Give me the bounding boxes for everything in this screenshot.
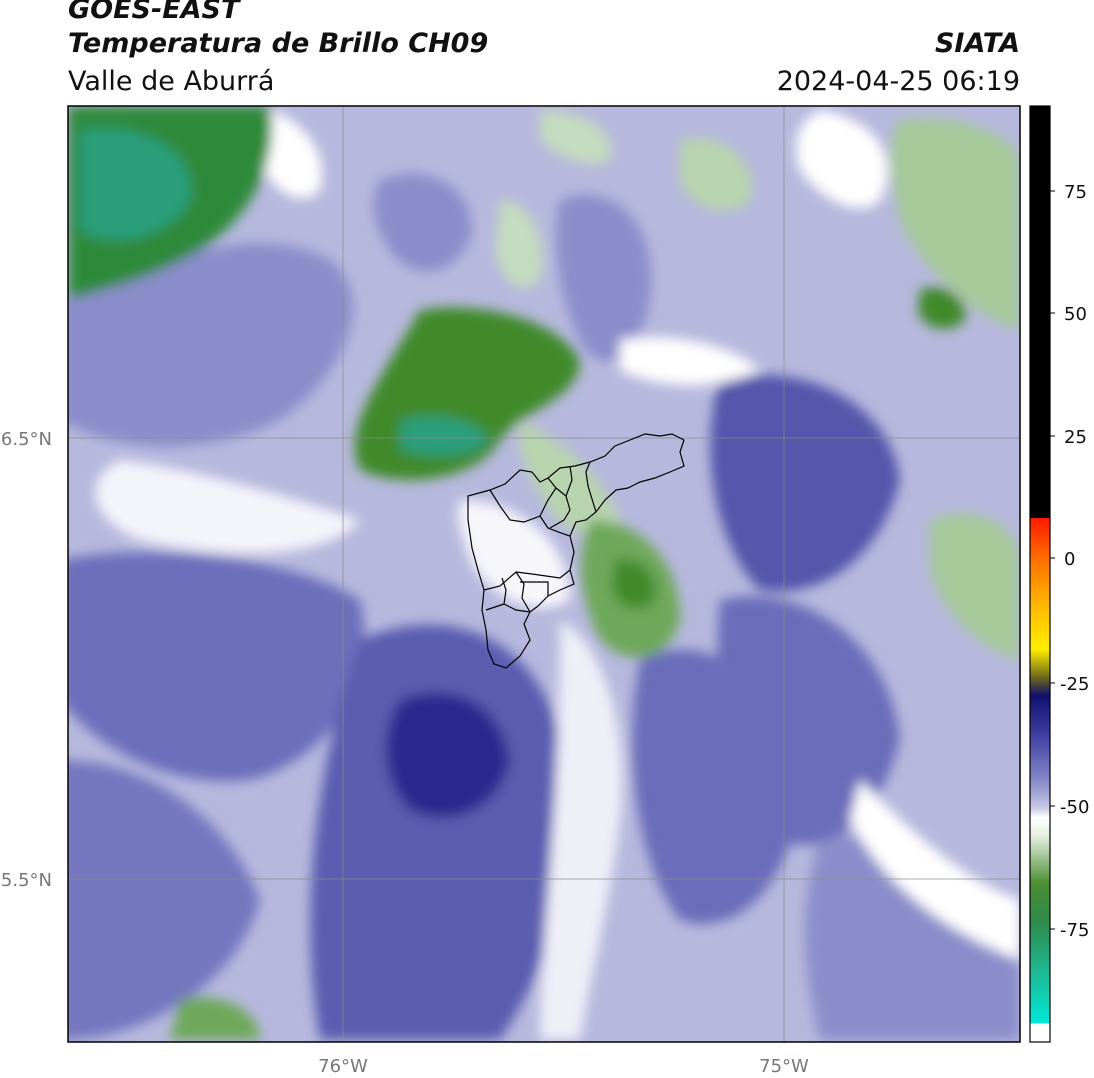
municipal-boundaries (467, 433, 685, 669)
colorbar-frame (1029, 105, 1051, 1043)
map-frame (67, 105, 1021, 1043)
colorbar-scale (1030, 106, 1050, 1042)
colorbar-tick-label: -50 (1060, 797, 1089, 818)
brightness-temperature-field (68, 106, 1020, 1042)
region-subtitle: Valle de Aburrá (68, 66, 275, 97)
satellite-title: GOES-EAST (68, 0, 240, 25)
colorbar-tick-label: -25 (1060, 674, 1089, 695)
lat-tick-label: 5.5°N (1, 870, 52, 891)
colorbar-tick-label: 50 (1064, 304, 1087, 325)
datetime-label: 2024-04-25 06:19 (776, 66, 1020, 97)
lon-tick-label: 75°W (759, 1056, 809, 1077)
lon-tick-label: 76°W (318, 1056, 368, 1077)
product-title: Temperatura de Brillo CH09 (68, 28, 489, 59)
lat-tick-label: 6.5°N (1, 429, 52, 450)
colorbar: 75 50 25 0 -25 -50 -75 (1029, 105, 1089, 1043)
colorbar-tick-label: 25 (1064, 427, 1087, 448)
colorbar-tick-label: 0 (1064, 549, 1075, 570)
brand-label: SIATA (934, 28, 1020, 59)
colorbar-tick-label: -75 (1060, 920, 1089, 941)
colorbar-tick-label: 75 (1064, 182, 1087, 203)
